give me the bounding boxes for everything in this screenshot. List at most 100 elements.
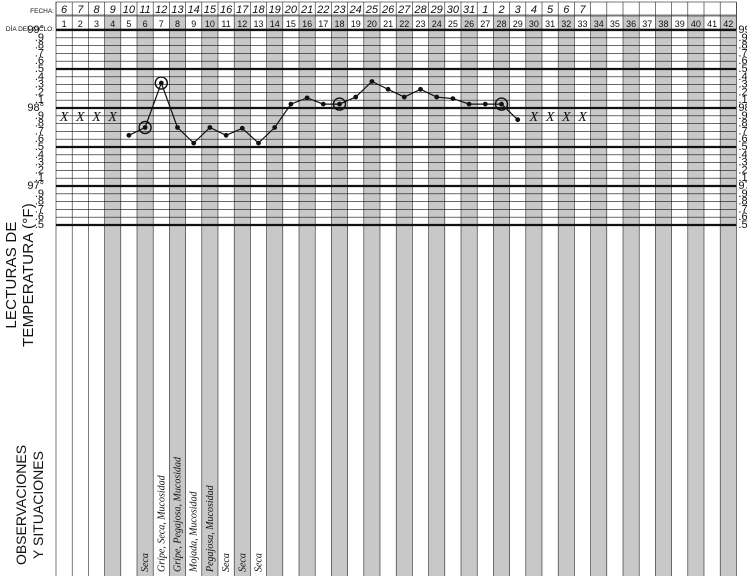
- shaded-column: [299, 16, 316, 576]
- day-label: 28: [496, 19, 506, 29]
- y-tick-label-right: .2: [738, 164, 747, 176]
- date-label: 4: [531, 4, 537, 16]
- day-label: 9: [191, 19, 196, 29]
- shaded-column: [363, 16, 380, 576]
- y-tick-label-right: .9: [738, 32, 747, 44]
- y-tick-label-left: .5: [35, 141, 44, 153]
- observation-text: Mojada, Mucosidad: [189, 490, 200, 573]
- temperature-point: [320, 101, 326, 107]
- day-label: 32: [561, 19, 571, 29]
- temperature-point: [353, 94, 359, 100]
- shaded-column: [623, 16, 640, 576]
- temperature-point: [515, 117, 521, 123]
- day-label: 19: [351, 19, 361, 29]
- y-tick-label-right: .2: [738, 86, 747, 98]
- y-tick-label-left: .9: [35, 188, 44, 200]
- date-label: 27: [397, 4, 411, 16]
- y-tick-label-left: .8: [35, 118, 44, 130]
- temperature-point: [434, 94, 440, 100]
- day-label: 29: [513, 19, 523, 29]
- day-label: 35: [610, 19, 620, 29]
- y-tick-label-left: .2: [35, 86, 44, 98]
- x-mark: X: [59, 110, 69, 125]
- day-label: 5: [126, 19, 131, 29]
- y-tick-label-right: .5: [738, 219, 747, 231]
- day-label: 31: [545, 19, 555, 29]
- date-label: 1: [482, 4, 488, 16]
- temperature-line: [128, 80, 519, 144]
- date-label: 19: [269, 4, 281, 16]
- y-tick-label-right: .7: [738, 125, 747, 137]
- date-label: 31: [463, 4, 475, 16]
- y-tick-label-left: .9: [35, 32, 44, 44]
- y-tick-label-left: .8: [35, 196, 44, 208]
- day-label: 33: [577, 19, 587, 29]
- day-label: 12: [237, 19, 247, 29]
- temperature-point: [191, 140, 197, 146]
- x-mark: X: [107, 110, 117, 125]
- date-label: 7: [77, 4, 84, 16]
- day-label: 38: [658, 19, 668, 29]
- date-label: 14: [188, 4, 200, 16]
- shaded-column: [331, 16, 348, 576]
- day-label: 22: [399, 19, 409, 29]
- y-tick-label-left: .5: [35, 219, 44, 231]
- y-tick-label-right: .8: [738, 118, 747, 130]
- date-label: 18: [252, 4, 265, 16]
- day-label: 4: [110, 19, 115, 29]
- temperature-point: [418, 86, 423, 92]
- day-label: 40: [691, 19, 701, 29]
- day-label: 21: [383, 19, 393, 29]
- date-label: 8: [93, 4, 100, 16]
- x-mark: X: [545, 110, 555, 125]
- day-label: 39: [675, 19, 685, 29]
- temperature-point: [223, 132, 229, 138]
- day-label: 42: [723, 19, 733, 29]
- y-tick-label-right: .8: [738, 196, 747, 208]
- y-tick-label-right: .4: [738, 149, 747, 161]
- day-label: 17: [318, 19, 328, 29]
- x-mark: X: [561, 110, 571, 125]
- y-tick-label-left: .7: [35, 203, 44, 215]
- circled-temperature-marker: [138, 120, 152, 135]
- temperature-point: [450, 96, 456, 102]
- x-mark: X: [75, 110, 85, 125]
- day-label: 37: [642, 19, 652, 29]
- day-label: 6: [143, 19, 148, 29]
- y-tick-label-left: .4: [35, 149, 44, 161]
- shaded-column: [687, 16, 704, 576]
- temperature-point: [175, 125, 180, 130]
- day-label: 26: [464, 19, 474, 29]
- y-tick-label-left: .5: [35, 63, 44, 75]
- temperature-point: [466, 101, 472, 107]
- date-label: 15: [204, 4, 217, 16]
- y-tick-label-left: .6: [35, 133, 44, 145]
- y-tick-label-right: .3: [738, 157, 747, 169]
- y-tick-label-right: .7: [738, 203, 747, 215]
- day-label: 23: [415, 19, 425, 29]
- temperature-point: [401, 94, 407, 100]
- shaded-column: [137, 16, 154, 576]
- observation-text: Grípe, Pegajosa, Mucosidad: [173, 456, 184, 572]
- day-label: 8: [175, 19, 180, 29]
- y-tick-label-right: 98°: [738, 102, 747, 114]
- day-label: 15: [286, 19, 296, 29]
- y-tick-label-right: .5: [738, 141, 747, 153]
- observations-title-line1: OBSERVACIONES: [13, 444, 29, 566]
- y-tick-label-right: .8: [738, 40, 747, 52]
- y-tick-label-left: .7: [35, 47, 44, 59]
- shaded-column: [169, 16, 186, 576]
- day-label: 25: [448, 19, 458, 29]
- shaded-column: [104, 16, 121, 576]
- y-tick-label-left: 99°: [27, 24, 44, 36]
- shaded-column: [720, 16, 737, 576]
- y-tick-label-right: .6: [738, 211, 747, 223]
- date-label: 16: [220, 4, 233, 16]
- y-tick-label-right: .1: [738, 172, 747, 184]
- shaded-column: [234, 16, 251, 576]
- day-label: 41: [707, 19, 717, 29]
- day-label: 13: [253, 19, 263, 29]
- temperature-point: [499, 101, 504, 107]
- y-tick-label-left: .8: [35, 40, 44, 52]
